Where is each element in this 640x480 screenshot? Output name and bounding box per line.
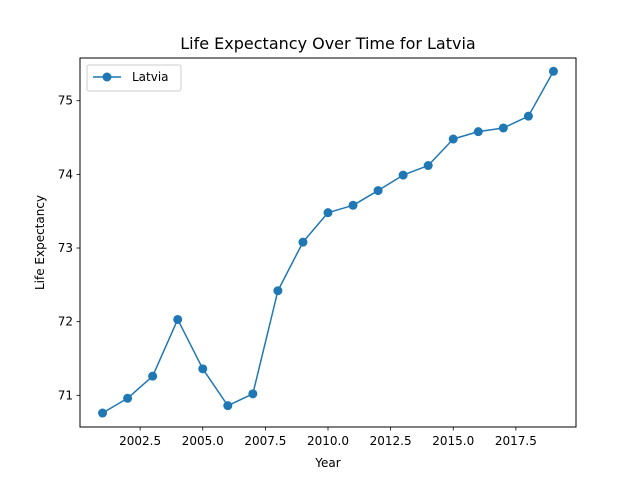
data-point <box>148 371 158 381</box>
data-point <box>348 200 358 210</box>
y-tick-label: 73 <box>58 241 73 255</box>
x-axis-label: Year <box>314 456 340 470</box>
data-point <box>248 389 258 399</box>
data-point <box>98 408 108 418</box>
data-point <box>223 401 233 411</box>
data-point <box>298 237 308 247</box>
data-point <box>548 66 558 76</box>
x-tick-label: 2015.0 <box>432 434 474 448</box>
data-point <box>123 393 133 403</box>
chart-title: Life Expectancy Over Time for Latvia <box>180 34 475 53</box>
data-point <box>523 111 533 121</box>
x-tick-label: 2002.5 <box>119 434 161 448</box>
x-tick-label: 2017.5 <box>495 434 537 448</box>
data-point <box>498 123 508 133</box>
y-tick-label: 72 <box>58 315 73 329</box>
axes-frame <box>79 57 577 428</box>
y-tick-label: 75 <box>58 94 73 108</box>
data-point <box>273 286 283 296</box>
y-tick-label: 71 <box>58 388 73 402</box>
data-point <box>423 161 433 171</box>
legend-label-latvia: Latvia <box>132 70 169 84</box>
legend-box <box>86 64 182 92</box>
x-tick-label: 2010.0 <box>307 434 349 448</box>
x-tick-label: 2012.5 <box>370 434 412 448</box>
legend: Latvia <box>86 64 182 92</box>
data-point <box>473 127 483 137</box>
x-tick-label: 2005.0 <box>182 434 224 448</box>
data-point <box>448 134 458 144</box>
y-tick-label: 74 <box>58 167 73 181</box>
data-point <box>373 186 383 196</box>
data-point <box>173 314 183 324</box>
y-axis-label: Life Expectancy <box>33 195 47 290</box>
legend-marker-swatch <box>102 72 112 82</box>
x-tick-label: 2007.5 <box>244 434 286 448</box>
plot-area: 2002.5 2005.0 2007.5 2010.0 2012.5 2015.0 2017… <box>58 66 558 448</box>
data-point <box>198 364 208 374</box>
data-point <box>398 170 408 180</box>
data-point <box>323 208 333 218</box>
